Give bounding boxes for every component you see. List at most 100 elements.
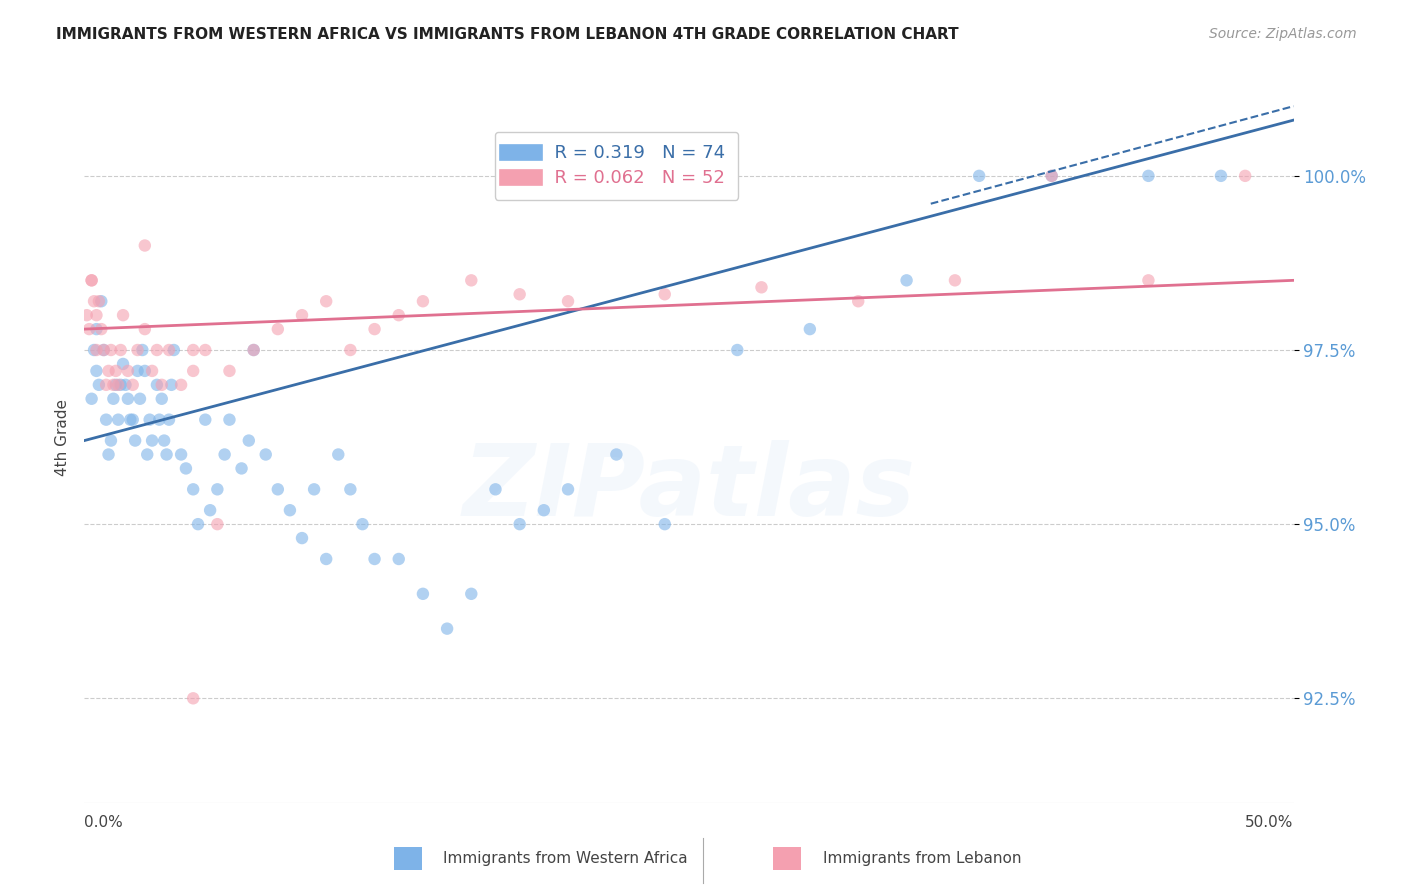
Point: [291, 308, 314, 322]
Point: [117, 364, 139, 378]
Point: [157, 343, 180, 357]
Point: [460, 273, 482, 287]
Point: [104, 364, 127, 378]
Point: [141, 364, 163, 378]
Point: [170, 377, 193, 392]
Point: [896, 273, 918, 287]
Point: [291, 531, 314, 545]
Point: [174, 461, 197, 475]
Point: [134, 364, 156, 378]
Text: ZIPatlas: ZIPatlas: [463, 440, 915, 537]
Point: [207, 517, 229, 532]
Point: [557, 483, 579, 497]
Point: [278, 503, 301, 517]
Point: [134, 322, 156, 336]
Point: [131, 343, 153, 357]
Point: [155, 448, 177, 462]
Point: [103, 392, 125, 406]
Y-axis label: 4th Grade: 4th Grade: [55, 399, 70, 475]
Point: [86, 322, 108, 336]
Point: [87, 294, 110, 309]
Point: [231, 461, 253, 475]
Point: [557, 294, 579, 309]
Point: [194, 412, 217, 426]
Point: [509, 517, 531, 532]
Point: [181, 364, 204, 378]
Point: [238, 434, 260, 448]
Point: [138, 412, 160, 426]
Point: [1209, 169, 1232, 183]
Point: [93, 343, 115, 357]
Point: [90, 294, 112, 309]
Point: [136, 448, 159, 462]
Point: [134, 238, 156, 252]
Point: [436, 622, 458, 636]
Text: Immigrants from Lebanon: Immigrants from Lebanon: [823, 852, 1021, 866]
Point: [80, 273, 103, 287]
Point: [799, 322, 821, 336]
Point: [103, 377, 125, 392]
Point: [363, 552, 385, 566]
Text: Immigrants from Western Africa: Immigrants from Western Africa: [443, 852, 688, 866]
Text: Source: ZipAtlas.com: Source: ZipAtlas.com: [1209, 27, 1357, 41]
Point: [110, 377, 132, 392]
Point: [150, 392, 173, 406]
Point: [302, 483, 325, 497]
Point: [654, 517, 676, 532]
Point: [94, 377, 117, 392]
Point: [846, 294, 869, 309]
Point: [127, 364, 149, 378]
Point: [83, 294, 105, 309]
Point: [86, 308, 108, 322]
Point: [388, 308, 411, 322]
Point: [110, 343, 132, 357]
Point: [267, 483, 290, 497]
Point: [148, 412, 170, 426]
Point: [170, 448, 193, 462]
Point: [121, 412, 143, 426]
Point: [198, 503, 221, 517]
Point: [1137, 169, 1160, 183]
Point: [127, 343, 149, 357]
Text: 50.0%: 50.0%: [1246, 815, 1294, 830]
Point: [93, 343, 115, 357]
Point: [107, 412, 129, 426]
Point: [129, 392, 152, 406]
Point: [339, 343, 361, 357]
Point: [157, 412, 180, 426]
Point: [207, 483, 229, 497]
Point: [104, 377, 127, 392]
Point: [80, 273, 103, 287]
Point: [83, 343, 105, 357]
Point: [214, 448, 236, 462]
Point: [100, 343, 122, 357]
Point: [725, 343, 748, 357]
Point: [153, 434, 176, 448]
Point: [114, 377, 136, 392]
Point: [160, 377, 183, 392]
Point: [509, 287, 531, 301]
Point: [751, 280, 773, 294]
Point: [86, 343, 108, 357]
Point: [80, 392, 103, 406]
Text: 0.0%: 0.0%: [84, 815, 124, 830]
Point: [352, 517, 374, 532]
Point: [181, 343, 204, 357]
Point: [363, 322, 385, 336]
Point: [124, 434, 146, 448]
Point: [1040, 169, 1063, 183]
Legend:   R = 0.319   N = 74,   R = 0.062   N = 52: R = 0.319 N = 74, R = 0.062 N = 52: [495, 132, 738, 200]
Point: [90, 322, 112, 336]
Point: [967, 169, 990, 183]
Point: [76, 308, 98, 322]
Point: [187, 517, 209, 532]
Point: [87, 377, 110, 392]
Point: [120, 412, 142, 426]
Point: [315, 552, 337, 566]
Point: [412, 294, 434, 309]
Point: [181, 691, 204, 706]
Point: [163, 343, 186, 357]
Point: [339, 483, 361, 497]
Point: [1040, 169, 1063, 183]
Point: [150, 377, 173, 392]
